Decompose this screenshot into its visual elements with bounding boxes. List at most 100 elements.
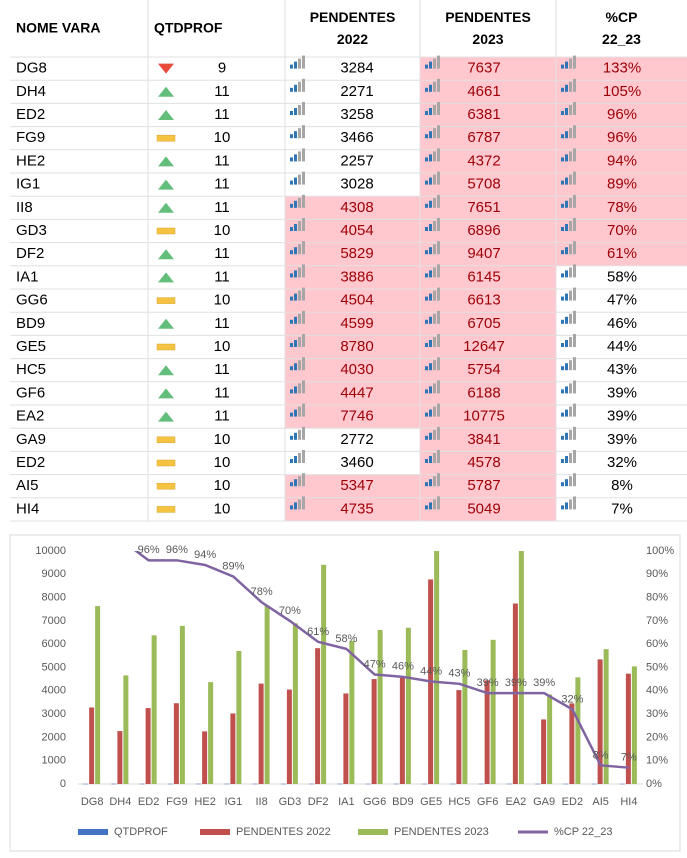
highlight-cell: [420, 126, 556, 150]
signal-icon-bar: [294, 247, 297, 255]
bar: [484, 680, 490, 784]
signal-icon-bar: [294, 84, 297, 92]
highlight-cell: [420, 381, 556, 405]
trend-icon-up: [158, 110, 174, 120]
highlight-cell: [420, 451, 556, 475]
data-label: 39%: [505, 677, 527, 689]
bar: [173, 703, 179, 784]
cell: 12647: [463, 338, 505, 355]
data-label: 94%: [194, 549, 216, 561]
cell: DG8: [16, 60, 47, 77]
signal-icon-bar: [437, 264, 440, 278]
signal-icon-bar: [290, 180, 293, 185]
signal-icon-bar: [302, 287, 305, 301]
line: [133, 551, 629, 769]
highlight-cell: [420, 242, 556, 266]
column-header: %CP 22_23: [602, 9, 641, 47]
signal-icon-bar: [425, 227, 428, 231]
signal-icon-bar: [437, 334, 440, 347]
signal-icon-bar: [433, 360, 436, 371]
chart: 0 1000 2000 3000 4000 5000 6000 7000 8000 9000 100…: [35, 544, 674, 838]
signal-icon-bar: [290, 389, 293, 394]
signal-icon-bar: [425, 273, 428, 278]
cell: 10: [214, 338, 231, 355]
signal-icon-bar: [433, 197, 436, 208]
signal-icon-bar: [569, 337, 572, 347]
signal-icon-bar: [569, 81, 572, 92]
cell: 6188: [467, 384, 500, 401]
cell: 46%: [607, 315, 637, 332]
cell: 4661: [467, 83, 500, 100]
signal-icon-bar: [565, 108, 568, 115]
signal-icon-bar: [569, 313, 572, 324]
legend-swatch: [78, 829, 108, 835]
signal-icon-bar: [294, 386, 297, 394]
highlight-cell: [556, 80, 687, 104]
bar: [625, 673, 631, 784]
cell: 4030: [340, 361, 373, 378]
signal-icon-bar: [294, 108, 297, 115]
y-tick-label: 9000: [42, 568, 66, 580]
cell: 39%: [607, 408, 637, 425]
x-tick-label: FG9: [166, 796, 187, 808]
cell: 105%: [603, 83, 641, 100]
x-tick-label: GF6: [477, 796, 498, 808]
cell: 44%: [607, 338, 637, 355]
legend-label: PENDENTES 2023: [394, 826, 489, 838]
signal-icon-bar: [565, 456, 568, 463]
highlight-cell: [285, 196, 420, 220]
bar: [450, 783, 456, 785]
bar: [309, 783, 315, 785]
cell: 6145: [467, 268, 500, 285]
cell: 70%: [607, 222, 637, 239]
signal-icon-bar: [425, 250, 428, 255]
data-label: 46%: [392, 661, 414, 673]
signal-icon-bar: [573, 171, 576, 185]
signal-icon-bar: [573, 241, 576, 255]
signal-icon-bar: [294, 456, 297, 463]
signal-icon-bar: [437, 496, 440, 510]
signal-icon-bar: [425, 180, 428, 185]
signal-icon-bar: [429, 479, 432, 487]
cell: 5754: [467, 361, 500, 378]
signal-icon-bar: [569, 453, 572, 463]
cell: 3284: [340, 60, 373, 77]
signal-icon-bar: [433, 476, 436, 487]
signal-icon-bar: [569, 105, 572, 115]
cell: 6896: [467, 222, 500, 239]
x-tick-label: DG8: [81, 796, 104, 808]
bar: [321, 564, 327, 784]
cell: 5347: [340, 477, 373, 494]
bar: [377, 629, 383, 784]
highlight-cell: [556, 173, 687, 197]
signal-icon-bar: [565, 270, 568, 278]
signal-icon-bar: [437, 473, 440, 487]
signal-icon-bar: [425, 412, 428, 417]
highlight-cell: [420, 265, 556, 289]
signal-icon-bar: [433, 267, 436, 278]
cell: 9: [218, 60, 226, 77]
signal-icon-bar: [298, 453, 301, 463]
signal-icon-bar: [298, 313, 301, 324]
signal-icon-bar: [573, 450, 576, 463]
highlight-cell: [420, 474, 556, 498]
data-label: 78%: [251, 586, 273, 598]
cell: 11: [214, 361, 230, 378]
signal-icon-bar: [290, 87, 293, 92]
y2-tick-label: 80%: [646, 592, 668, 604]
signal-icon-bar: [429, 84, 432, 92]
highlight-cell: [285, 289, 420, 313]
signal-icon-bar: [565, 200, 568, 208]
highlight-cell: [556, 103, 687, 127]
highlight-cell: [420, 497, 556, 521]
bar: [405, 627, 411, 784]
highlight-cell: [556, 126, 687, 150]
trend-icon-flat: [156, 506, 176, 513]
highlight-cell: [285, 265, 420, 289]
cell: 11: [214, 268, 230, 285]
signal-icon-bar: [561, 87, 564, 92]
signal-icon-bar: [561, 482, 564, 487]
signal-icon-bar: [561, 227, 564, 231]
y-tick-label: 2000: [42, 731, 66, 743]
